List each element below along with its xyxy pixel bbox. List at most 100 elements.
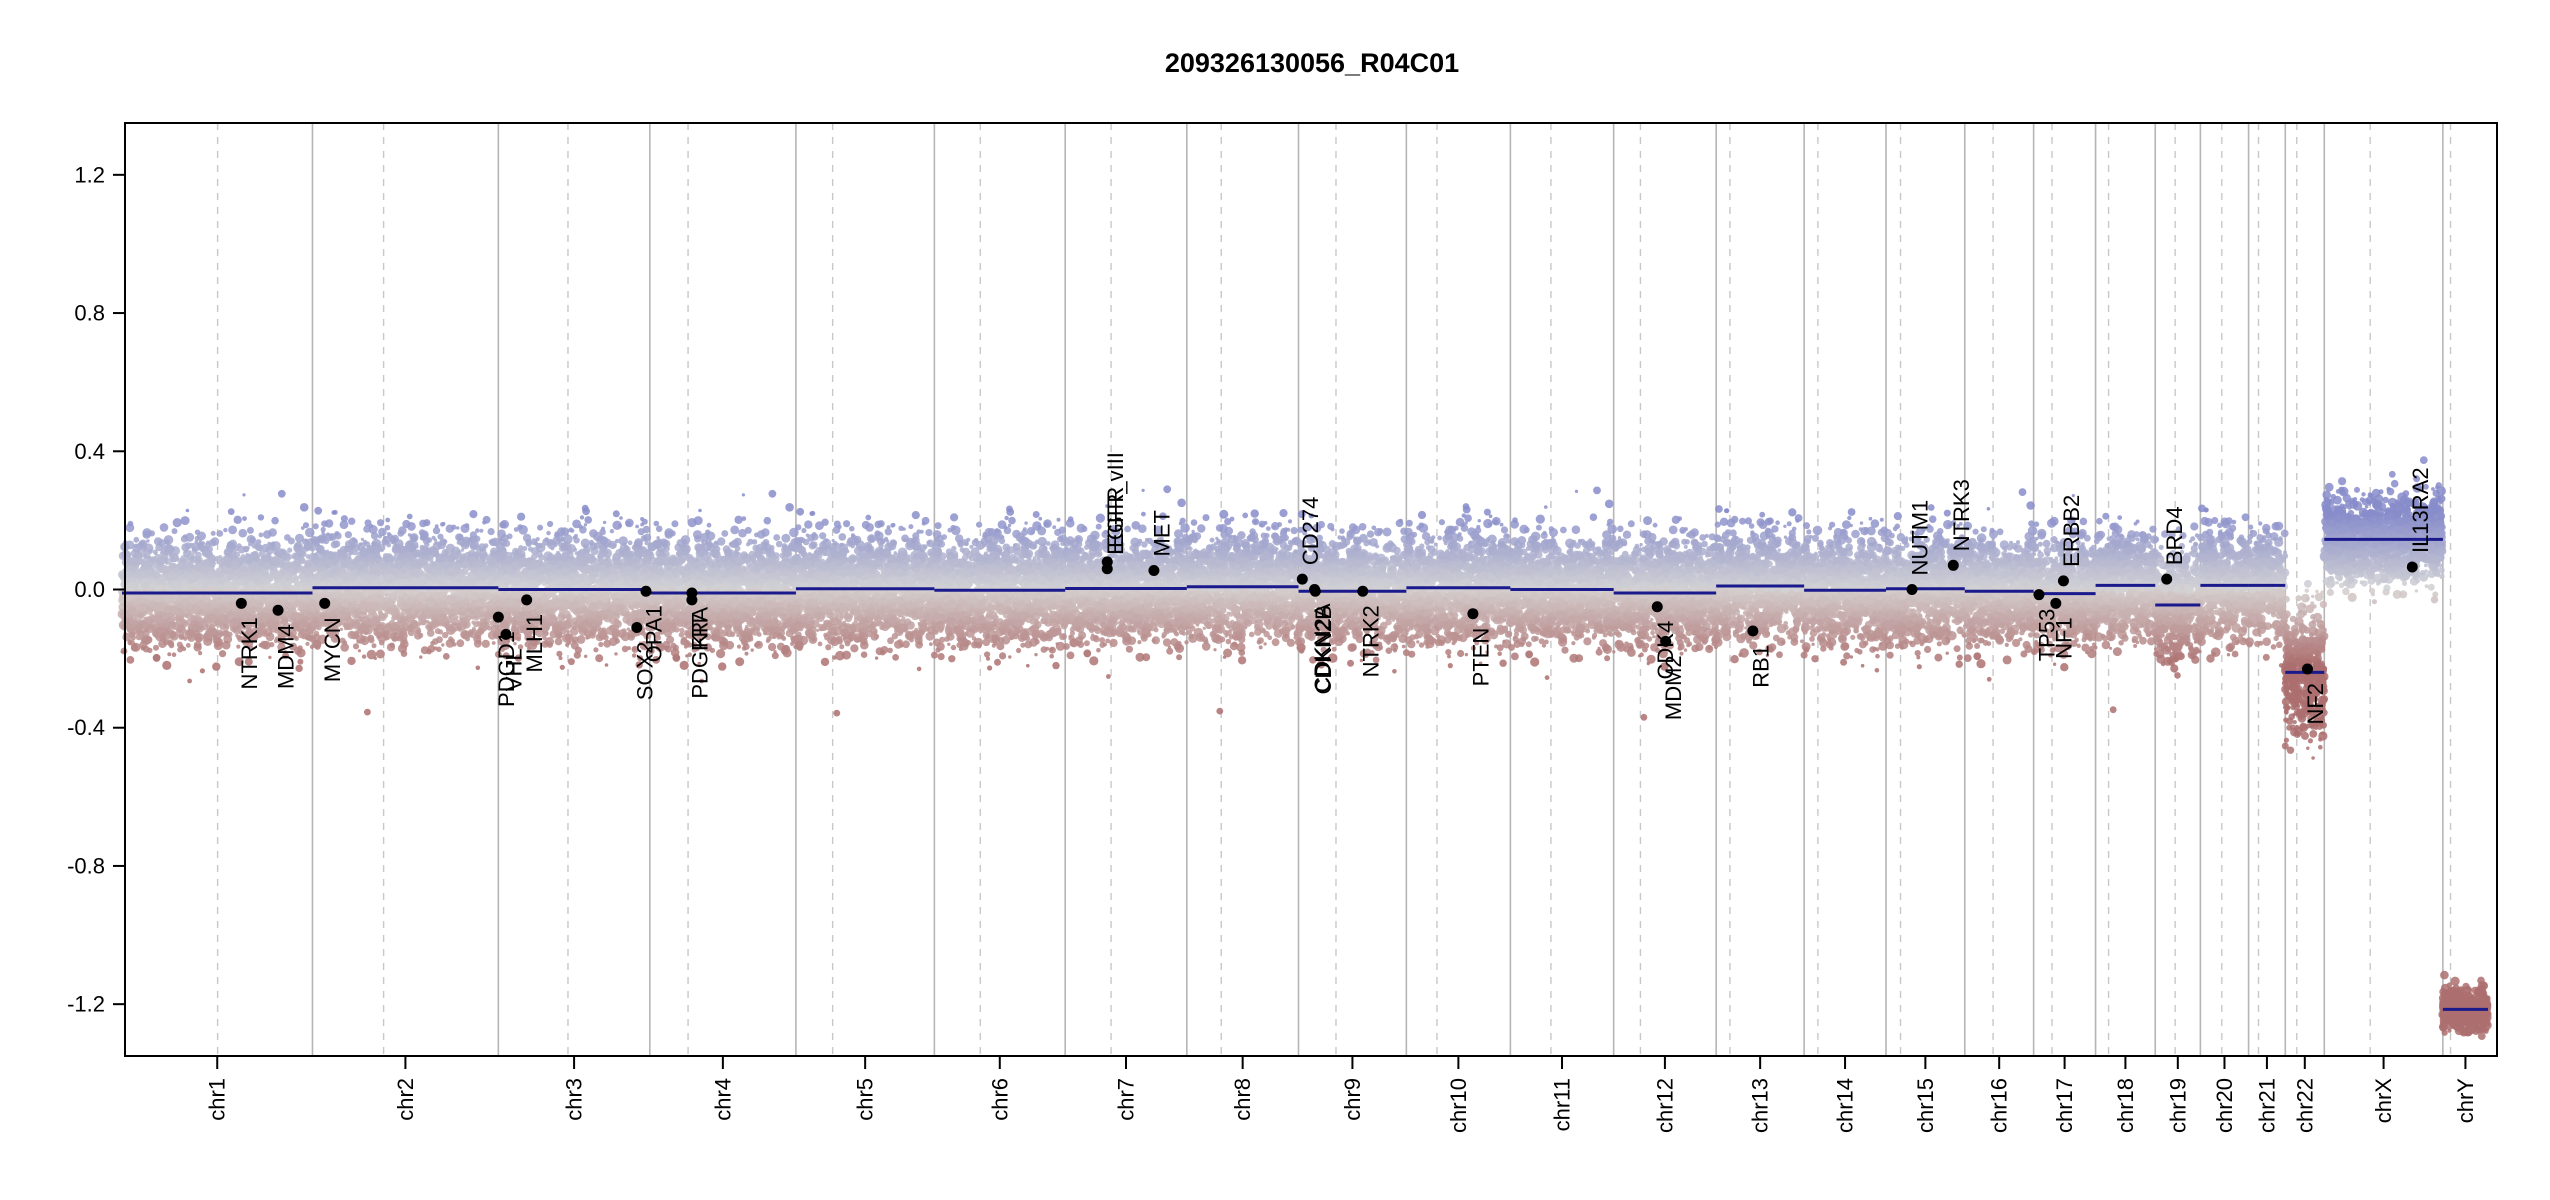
probe-point bbox=[384, 609, 389, 615]
probe-point bbox=[417, 602, 424, 609]
probe-point bbox=[456, 639, 465, 648]
probe-point bbox=[482, 515, 491, 524]
probe-point bbox=[441, 643, 445, 647]
probe-point bbox=[209, 578, 215, 584]
probe-point bbox=[185, 643, 191, 648]
probe-point bbox=[441, 548, 449, 557]
probe-point bbox=[447, 609, 452, 614]
probe-point bbox=[627, 540, 633, 546]
probe-point bbox=[180, 516, 190, 526]
probe-point bbox=[444, 624, 449, 629]
probe-point bbox=[197, 626, 202, 631]
probe-point bbox=[335, 578, 345, 587]
probe-point bbox=[181, 543, 190, 552]
probe-point bbox=[169, 605, 178, 614]
probe-point bbox=[165, 588, 169, 592]
probe-point bbox=[194, 633, 202, 641]
probe-point bbox=[398, 633, 405, 639]
probe-point bbox=[377, 519, 385, 527]
probe-point bbox=[303, 581, 307, 586]
probe-point bbox=[359, 623, 365, 630]
probe-point bbox=[481, 572, 489, 580]
probe-point bbox=[350, 564, 355, 569]
probe-point bbox=[371, 581, 375, 585]
probe-point bbox=[266, 574, 272, 580]
probe-point bbox=[435, 566, 440, 571]
probe-point bbox=[245, 552, 250, 557]
probe-point bbox=[231, 581, 238, 588]
probe-point bbox=[339, 520, 349, 530]
probe-point bbox=[338, 598, 342, 603]
probe-point bbox=[172, 518, 182, 528]
probe-point bbox=[365, 601, 374, 610]
probe-point bbox=[366, 544, 375, 554]
probe-point bbox=[347, 630, 356, 640]
probe-point bbox=[357, 649, 361, 653]
probe-point bbox=[314, 541, 320, 547]
probe-point bbox=[295, 533, 304, 543]
probe-point bbox=[366, 649, 377, 660]
probe-point bbox=[128, 631, 135, 638]
probe-point bbox=[334, 532, 342, 540]
probe-point bbox=[445, 598, 450, 603]
probe-point bbox=[295, 664, 303, 673]
probe-point bbox=[143, 561, 153, 570]
probe-point bbox=[249, 536, 257, 544]
probe-point bbox=[126, 656, 135, 664]
probe-point bbox=[395, 615, 401, 621]
probe-point bbox=[277, 489, 286, 498]
probe-point bbox=[446, 567, 455, 577]
probe-point bbox=[222, 640, 231, 650]
probe-point bbox=[212, 634, 218, 641]
probe-point bbox=[216, 530, 224, 537]
probe-point bbox=[345, 548, 349, 552]
probe-point bbox=[198, 651, 203, 656]
probe-point bbox=[347, 656, 356, 666]
probe-point bbox=[209, 599, 214, 604]
probe-point bbox=[609, 529, 615, 534]
probe-point bbox=[261, 543, 270, 553]
probe-point bbox=[593, 647, 599, 653]
probe-point bbox=[147, 601, 154, 608]
probe-point bbox=[474, 615, 478, 619]
probe-point bbox=[281, 561, 286, 566]
probe-point bbox=[374, 552, 381, 558]
probe-point bbox=[472, 563, 478, 568]
probe-point bbox=[220, 577, 226, 583]
probe-point bbox=[407, 577, 413, 583]
probe-point bbox=[400, 598, 404, 603]
probe-point bbox=[181, 598, 189, 606]
probe-point bbox=[406, 624, 415, 633]
probe-point bbox=[370, 532, 379, 540]
probe-point bbox=[353, 591, 363, 601]
probe-point bbox=[436, 646, 442, 653]
probe-point bbox=[374, 557, 380, 564]
probe-point bbox=[320, 526, 326, 533]
probe-point bbox=[193, 573, 197, 577]
probe-point bbox=[422, 604, 427, 609]
probe-point bbox=[284, 534, 291, 541]
probe-point bbox=[388, 599, 394, 605]
probe-point bbox=[337, 591, 342, 596]
probe-point bbox=[264, 613, 269, 618]
probe-point bbox=[256, 612, 261, 616]
probe-point bbox=[127, 640, 133, 646]
probe-point bbox=[156, 564, 161, 569]
probe-point bbox=[194, 540, 199, 544]
probe-point bbox=[407, 522, 416, 531]
probe-point bbox=[304, 571, 309, 576]
probe-point bbox=[224, 595, 231, 602]
probe-point bbox=[486, 613, 492, 619]
probe-point bbox=[269, 642, 275, 648]
probe-point bbox=[191, 624, 199, 631]
probe-point bbox=[324, 519, 334, 528]
probe-point bbox=[142, 530, 151, 539]
probe-point bbox=[209, 627, 217, 636]
probe-point bbox=[400, 650, 408, 657]
probe-point bbox=[261, 597, 268, 604]
probe-point bbox=[547, 520, 554, 528]
probe-point bbox=[210, 537, 220, 546]
probe-point bbox=[442, 653, 450, 660]
probe-point bbox=[384, 524, 391, 531]
probe-point bbox=[213, 599, 218, 603]
